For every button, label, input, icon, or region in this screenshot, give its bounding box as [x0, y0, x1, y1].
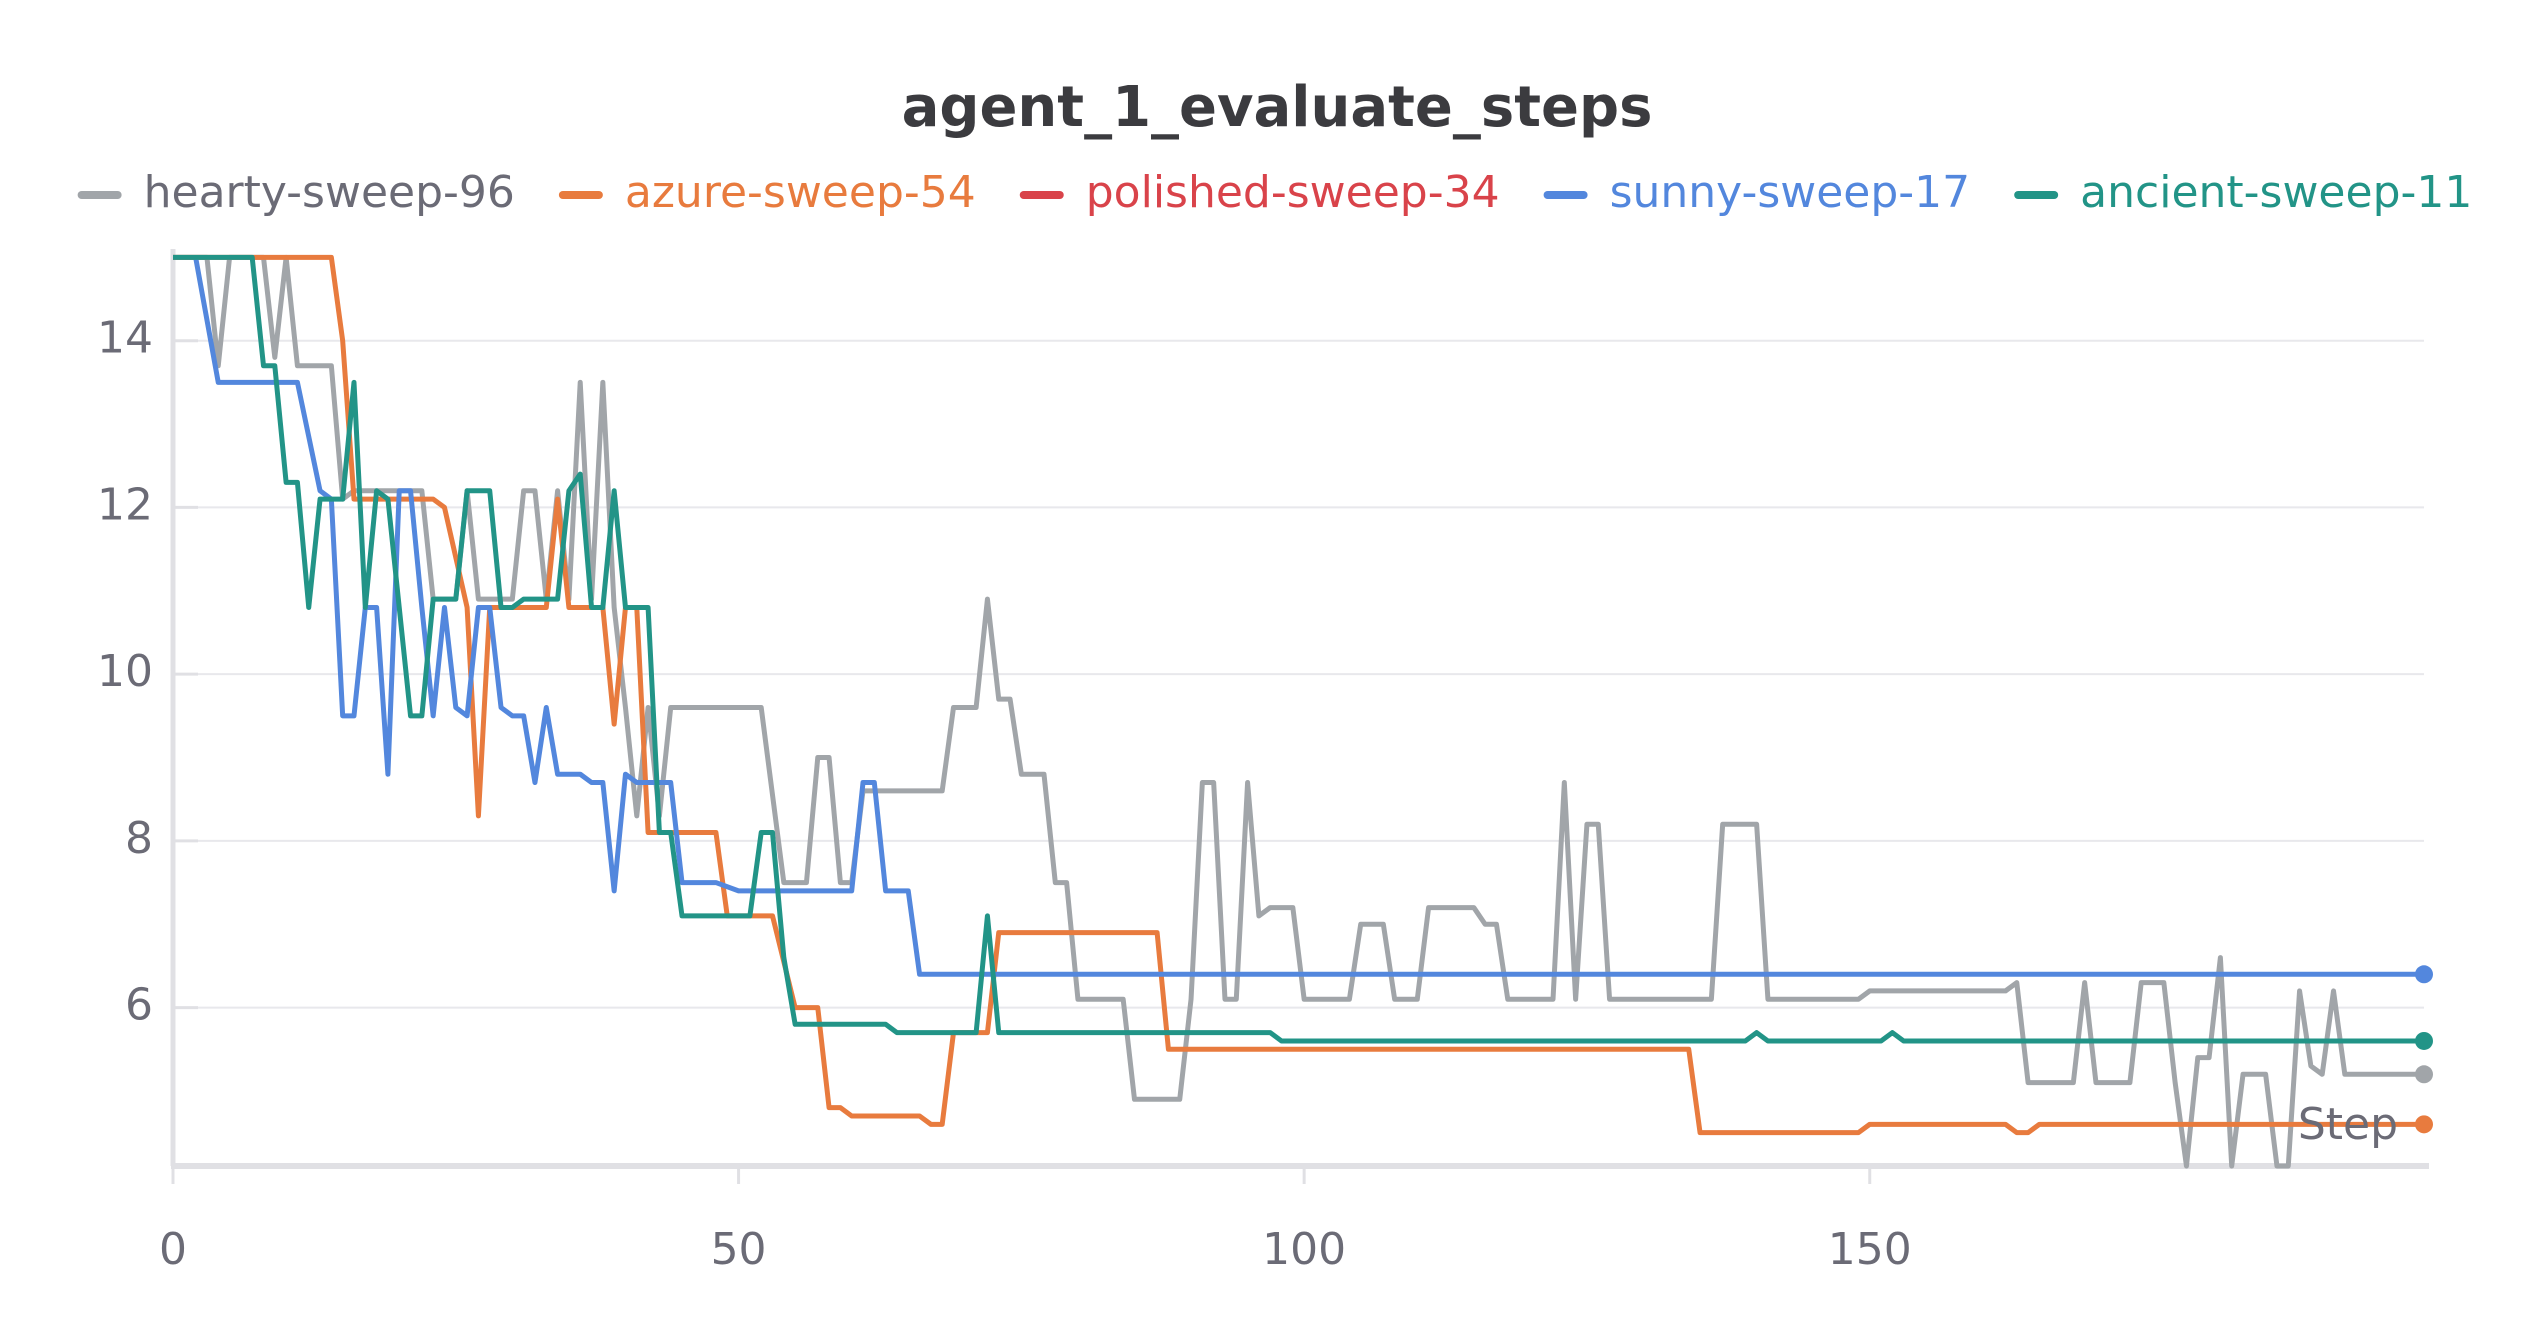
end-dot: [2415, 965, 2433, 984]
y-tick-label: 12: [97, 479, 153, 530]
x-tick-label: 50: [711, 1224, 767, 1275]
legend-label: hearty-sweep-96: [144, 167, 515, 218]
legend-label: polished-sweep-34: [1086, 167, 1500, 218]
y-tick-label: 14: [97, 313, 153, 364]
x-axis-label: Step: [2298, 1099, 2398, 1150]
end-dot: [2415, 1031, 2433, 1050]
end-dot: [2415, 1115, 2433, 1134]
legend: hearty-sweep-96 azure-sweep-54 polished-sw…: [77, 167, 2472, 218]
legend-label: azure-sweep-54: [625, 167, 976, 218]
legend-label: sunny-sweep-17: [1610, 167, 1971, 218]
series-line: [173, 254, 2424, 1169]
legend-label: ancient-sweep-11: [2080, 167, 2472, 218]
series-line: [193, 256, 2424, 977]
series-line: [173, 254, 2424, 1044]
y-tick-label: 10: [97, 646, 153, 697]
y-tick-label: 8: [125, 813, 153, 864]
x-tick-label: 100: [1262, 1224, 1346, 1275]
x-tick-label: 150: [1828, 1224, 1912, 1275]
x-tick-label: 0: [159, 1224, 187, 1275]
chart-title: agent_1_evaluate_steps: [902, 75, 1653, 140]
end-dot: [2415, 1065, 2433, 1084]
series-line: [173, 254, 2424, 1136]
y-tick-label: 6: [125, 980, 153, 1031]
